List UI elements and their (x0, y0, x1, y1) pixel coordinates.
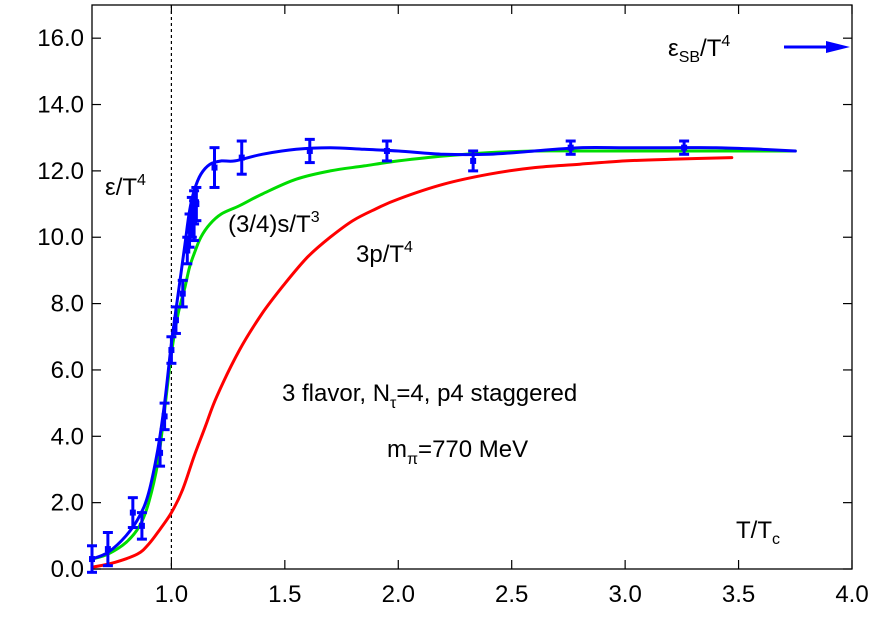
data-point (177, 278, 188, 309)
data-point (191, 185, 202, 223)
y-tick-label: 10.0 (37, 224, 84, 251)
data-point (127, 496, 138, 530)
y-tick-label: 2.0 (51, 490, 84, 517)
stefan-boltzmann-label: εSB/T4 (668, 33, 730, 66)
x-tick-label: 1.0 (155, 581, 188, 608)
data-point (304, 137, 315, 165)
data-point (87, 544, 97, 574)
x-tick-label: 1.5 (268, 581, 301, 608)
x-tick-label: 3.5 (722, 581, 755, 608)
data-point (166, 335, 177, 365)
entropy-label: (3/4)s/T3 (228, 209, 320, 238)
data-point (679, 139, 690, 156)
pressure-label: 3p/T4 (356, 239, 413, 268)
x-axis-label: T/Tc (736, 517, 780, 548)
x-tick-label: 4.0 (835, 581, 868, 608)
y-tick-label: 0.0 (51, 556, 84, 583)
stefan-boltzmann-arrow-icon (784, 41, 850, 53)
x-tick-label: 2.0 (382, 581, 415, 608)
y-tick-label: 14.0 (37, 92, 84, 119)
data-point (468, 149, 479, 173)
y-tick-label: 16.0 (37, 25, 84, 52)
series-layer (87, 137, 797, 574)
series-line-2 (90, 156, 734, 569)
data-point (209, 146, 220, 189)
axis-ticks: 0.0 2.0 4.0 6.0 8.0 10.0 12.0 14.0 16.0 1.0 1.5 2.0… (37, 5, 869, 608)
y-tick-label: 12.0 (37, 158, 84, 185)
data-point (155, 438, 166, 468)
data-point (136, 511, 147, 541)
x-tick-label: 2.5 (495, 581, 528, 608)
y-tick-label: 8.0 (51, 291, 84, 318)
plot-frame (91, 4, 853, 570)
simulation-info-line-1: 3 flavor, Nτ=4, p4 staggered (282, 380, 577, 412)
x-tick-label: 3.0 (608, 581, 641, 608)
data-point (102, 531, 113, 568)
data-point (159, 401, 170, 432)
data-point (381, 139, 392, 163)
energy-density-label: ε/T4 (105, 172, 146, 201)
y-tick-label: 6.0 (51, 357, 84, 384)
data-point (565, 139, 576, 156)
y-tick-label: 4.0 (51, 423, 84, 450)
simulation-info-line-2: mπ=770 MeV (387, 436, 528, 468)
data-point (236, 139, 247, 176)
